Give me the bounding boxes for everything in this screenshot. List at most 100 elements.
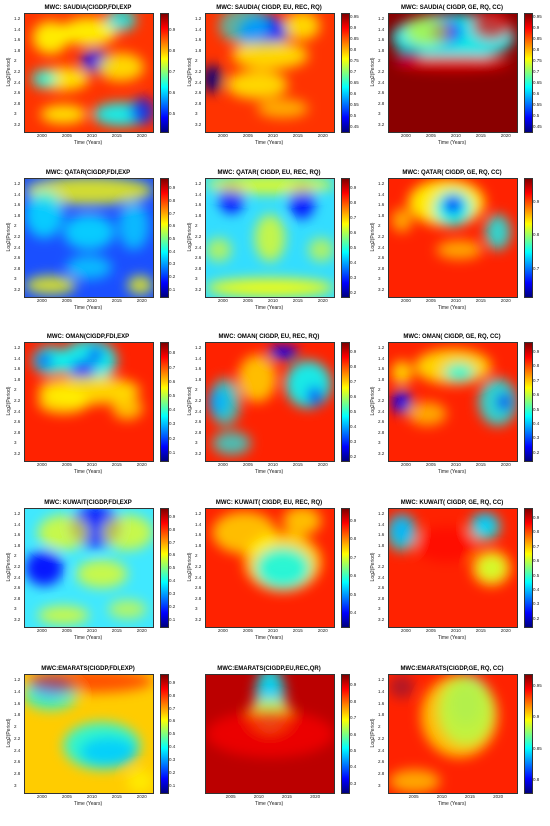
- y-tick-label: 2.6: [14, 255, 21, 261]
- y-tick-label: 2: [378, 223, 381, 229]
- y-tick-label: 2.6: [14, 90, 21, 96]
- colorbar-tick-label: 0.5: [533, 572, 540, 578]
- colorbar-tick-label: 0.55: [350, 101, 359, 107]
- y-tick-label: 2.2: [14, 564, 21, 569]
- colorbar-tick-label: 0.9: [533, 198, 540, 204]
- colorbar-tick-label: 0.9: [350, 25, 357, 31]
- y-tick-label: 2: [378, 724, 381, 730]
- x-tick-label: 2005: [61, 794, 72, 799]
- x-tick-label: 2020: [317, 462, 328, 467]
- x-tick-label: 2015: [111, 133, 122, 138]
- colorbar-tick-label: 0.5: [350, 245, 357, 251]
- heatmap-plot: [388, 674, 518, 794]
- heatmap-svg: [389, 343, 517, 461]
- heatmap-svg: [25, 343, 153, 461]
- y-tick-label: 1.4: [14, 688, 21, 694]
- heatmap-plot: [205, 508, 335, 628]
- x-tick-label: 2020: [317, 628, 328, 633]
- y-tick-label: 2.4: [378, 574, 385, 580]
- chart-title: MWC: SAUDIA( CIGDP, EU, REC, RQ): [216, 5, 322, 11]
- y-tick-label: 1.4: [195, 191, 202, 197]
- colorbar: [341, 13, 350, 133]
- heatmap-svg: [206, 179, 334, 297]
- y-tick-label: 3.2: [378, 451, 385, 456]
- coherence-region: [87, 347, 104, 362]
- colorbar-tick-label: 0.8: [350, 698, 357, 704]
- colorbar-tick-label: 0.8: [533, 47, 540, 53]
- x-tick-label: 2000: [36, 462, 47, 467]
- y-tick-label: 3: [195, 606, 198, 612]
- chart-title: MWC: QATAR( CIGDP, EU, REC, RQ): [217, 170, 321, 176]
- coherence-region: [472, 550, 511, 586]
- y-tick-label: 1.2: [195, 345, 202, 350]
- y-tick-label: 3: [195, 276, 198, 282]
- x-tick-label: 2020: [317, 298, 328, 303]
- x-tick-label: 2005: [242, 133, 253, 138]
- colorbar-tick-label: 0.2: [533, 449, 540, 455]
- colorbar-tick-label: 0.9: [169, 679, 176, 685]
- y-tick-label: 2.8: [195, 429, 202, 435]
- x-axis-label: Time (Years): [437, 305, 467, 311]
- y-tick-label: 3: [378, 783, 381, 788]
- y-tick-label: 2.2: [14, 234, 21, 239]
- coherence-region: [206, 179, 334, 195]
- y-tick-label: 1.6: [195, 366, 202, 372]
- heatmap-plot: [24, 178, 154, 298]
- colorbar: [524, 674, 533, 794]
- colorbar-tick-label: 0.55: [533, 101, 542, 107]
- y-tick-label: 2.8: [195, 100, 202, 106]
- y-tick-label: 2.6: [195, 255, 202, 261]
- x-axis-label: Time (Years): [73, 801, 103, 807]
- y-tick-label: 2: [14, 724, 17, 730]
- heatmap-plot: [205, 674, 335, 794]
- y-tick-label: 2.2: [195, 234, 202, 239]
- x-tick-label: 2005: [225, 794, 236, 799]
- colorbar-tick-label: 0.9: [169, 513, 176, 519]
- coherence-region: [307, 386, 323, 406]
- coherence-region: [395, 49, 421, 62]
- colorbar-tick-label: 0.7: [533, 377, 540, 383]
- x-tick-label: 2020: [136, 462, 147, 467]
- colorbar: [341, 508, 350, 628]
- x-axis-label: Time (Years): [73, 140, 103, 146]
- y-tick-label: 2.6: [14, 585, 21, 591]
- x-tick-label: 2020: [136, 628, 147, 633]
- colorbar-tick-label: 0.3: [350, 275, 357, 281]
- colorbar-tick-label: 0.4: [350, 424, 357, 430]
- colorbar-tick-label: 0.75: [350, 58, 359, 64]
- x-tick-label: 2000: [36, 628, 47, 633]
- x-tick-label: 2005: [61, 462, 72, 467]
- colorbar-tick-label: 0.8: [350, 364, 357, 370]
- x-tick-label: 2010: [450, 298, 461, 303]
- y-tick-label: 2.8: [195, 265, 202, 271]
- x-tick-label: 2005: [61, 133, 72, 138]
- y-axis-label: Log2(Period): [370, 718, 376, 748]
- y-tick-label: 2.6: [378, 90, 385, 96]
- y-tick-label: 1.8: [14, 376, 21, 382]
- heatmap-svg: [389, 179, 517, 297]
- coherence-region: [105, 14, 137, 32]
- coherence-region: [308, 238, 334, 262]
- x-tick-label: 2020: [136, 133, 147, 138]
- y-tick-label: 1.2: [378, 345, 385, 350]
- colorbar-tick-label: 0.8: [350, 200, 357, 206]
- y-tick-label: 1.4: [14, 26, 21, 32]
- colorbar-tick-label: 0.4: [350, 610, 357, 616]
- y-tick-label: 2.2: [195, 398, 202, 403]
- colorbar-tick-label: 0.7: [350, 715, 357, 721]
- heatmap-plot: [388, 13, 518, 133]
- x-tick-label: 2005: [408, 794, 419, 799]
- y-tick-label: 2.8: [14, 595, 21, 601]
- y-tick-label: 3: [378, 111, 381, 117]
- x-tick-label: 2010: [267, 462, 278, 467]
- y-tick-label: 1.4: [195, 355, 202, 361]
- coherence-region: [444, 363, 475, 382]
- colorbar-tick-label: 0.45: [350, 123, 359, 129]
- x-tick-label: 2000: [400, 133, 411, 138]
- x-tick-label: 2015: [111, 462, 122, 467]
- x-tick-label: 2015: [292, 628, 303, 633]
- y-tick-label: 1.8: [195, 376, 202, 382]
- coherence-region: [257, 98, 309, 118]
- y-tick-label: 2.2: [378, 234, 385, 239]
- y-tick-label: 1.8: [195, 212, 202, 218]
